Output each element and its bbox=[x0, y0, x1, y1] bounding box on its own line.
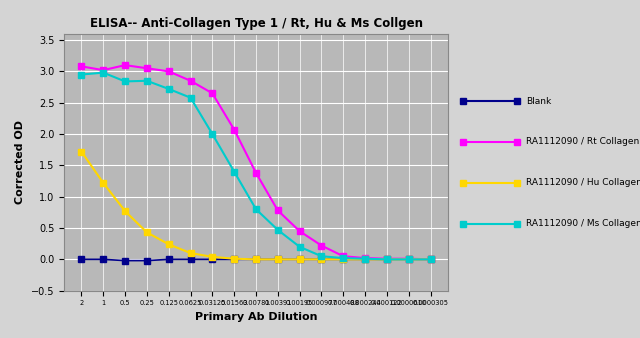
RA1112090 / Ms Collagen bbox=[383, 257, 391, 261]
Blank bbox=[296, 257, 303, 261]
RA1112090 / Hu Collagen bbox=[230, 257, 238, 261]
RA1112090 / Rt Collagen bbox=[427, 257, 435, 261]
RA1112090 / Ms Collagen bbox=[361, 257, 369, 261]
Blank bbox=[317, 257, 325, 261]
Blank bbox=[383, 257, 391, 261]
RA1112090 / Rt Collagen bbox=[383, 257, 391, 261]
Blank bbox=[77, 257, 85, 261]
RA1112090 / Rt Collagen bbox=[230, 128, 238, 132]
RA1112090 / Ms Collagen bbox=[252, 207, 260, 211]
Blank bbox=[252, 257, 260, 261]
RA1112090 / Hu Collagen bbox=[165, 242, 173, 246]
RA1112090 / Rt Collagen bbox=[361, 256, 369, 260]
Blank bbox=[274, 257, 282, 261]
RA1112090 / Hu Collagen bbox=[77, 149, 85, 153]
X-axis label: Primary Ab Dilution: Primary Ab Dilution bbox=[195, 312, 317, 322]
Line: Blank: Blank bbox=[79, 257, 433, 263]
RA1112090 / Hu Collagen bbox=[187, 251, 195, 255]
RA1112090 / Hu Collagen bbox=[383, 257, 391, 261]
RA1112090 / Hu Collagen bbox=[405, 257, 413, 261]
Blank bbox=[187, 257, 195, 261]
RA1112090 / Hu Collagen bbox=[317, 257, 325, 261]
RA1112090 / Rt Collagen bbox=[296, 229, 303, 233]
Text: RA1112090 / Ms Collagen: RA1112090 / Ms Collagen bbox=[526, 219, 640, 228]
Blank bbox=[339, 257, 347, 261]
RA1112090 / Ms Collagen bbox=[165, 87, 173, 91]
RA1112090 / Ms Collagen bbox=[99, 71, 107, 75]
RA1112090 / Ms Collagen bbox=[405, 257, 413, 261]
RA1112090 / Hu Collagen bbox=[209, 255, 216, 259]
Blank bbox=[99, 257, 107, 261]
Blank bbox=[361, 257, 369, 261]
RA1112090 / Rt Collagen bbox=[165, 69, 173, 73]
Line: RA1112090 / Hu Collagen: RA1112090 / Hu Collagen bbox=[79, 149, 433, 262]
Blank bbox=[427, 257, 435, 261]
RA1112090 / Ms Collagen bbox=[143, 79, 151, 83]
RA1112090 / Ms Collagen bbox=[209, 132, 216, 136]
RA1112090 / Ms Collagen bbox=[317, 254, 325, 258]
RA1112090 / Rt Collagen bbox=[209, 91, 216, 95]
RA1112090 / Ms Collagen bbox=[121, 79, 129, 83]
RA1112090 / Rt Collagen bbox=[121, 63, 129, 67]
RA1112090 / Hu Collagen bbox=[252, 257, 260, 261]
RA1112090 / Ms Collagen bbox=[230, 170, 238, 174]
RA1112090 / Hu Collagen bbox=[274, 257, 282, 261]
RA1112090 / Ms Collagen bbox=[296, 245, 303, 249]
RA1112090 / Hu Collagen bbox=[339, 257, 347, 261]
RA1112090 / Ms Collagen bbox=[77, 72, 85, 76]
RA1112090 / Ms Collagen bbox=[187, 96, 195, 100]
Blank bbox=[209, 257, 216, 261]
RA1112090 / Rt Collagen bbox=[405, 257, 413, 261]
Blank bbox=[405, 257, 413, 261]
RA1112090 / Ms Collagen bbox=[339, 256, 347, 260]
RA1112090 / Rt Collagen bbox=[99, 68, 107, 72]
RA1112090 / Hu Collagen bbox=[296, 257, 303, 261]
RA1112090 / Ms Collagen bbox=[274, 228, 282, 232]
RA1112090 / Rt Collagen bbox=[187, 79, 195, 83]
RA1112090 / Rt Collagen bbox=[339, 254, 347, 258]
RA1112090 / Hu Collagen bbox=[427, 257, 435, 261]
Y-axis label: Corrected OD: Corrected OD bbox=[15, 120, 25, 204]
Text: Blank: Blank bbox=[526, 97, 551, 105]
RA1112090 / Rt Collagen bbox=[252, 171, 260, 175]
Blank bbox=[121, 259, 129, 263]
Blank bbox=[230, 257, 238, 261]
RA1112090 / Ms Collagen bbox=[427, 257, 435, 261]
RA1112090 / Hu Collagen bbox=[143, 231, 151, 235]
RA1112090 / Hu Collagen bbox=[121, 209, 129, 213]
Blank bbox=[143, 259, 151, 263]
RA1112090 / Rt Collagen bbox=[274, 209, 282, 213]
Line: RA1112090 / Ms Collagen: RA1112090 / Ms Collagen bbox=[79, 70, 433, 262]
Text: RA1112090 / Rt Collagen: RA1112090 / Rt Collagen bbox=[526, 138, 639, 146]
RA1112090 / Rt Collagen bbox=[143, 66, 151, 70]
RA1112090 / Hu Collagen bbox=[361, 257, 369, 261]
Title: ELISA-- Anti-Collagen Type 1 / Rt, Hu & Ms Collgen: ELISA-- Anti-Collagen Type 1 / Rt, Hu & … bbox=[90, 17, 422, 30]
Text: RA1112090 / Hu Collagen: RA1112090 / Hu Collagen bbox=[526, 178, 640, 187]
Blank bbox=[165, 257, 173, 261]
RA1112090 / Rt Collagen bbox=[77, 64, 85, 68]
RA1112090 / Rt Collagen bbox=[317, 244, 325, 248]
Line: RA1112090 / Rt Collagen: RA1112090 / Rt Collagen bbox=[79, 62, 433, 262]
RA1112090 / Hu Collagen bbox=[99, 181, 107, 185]
